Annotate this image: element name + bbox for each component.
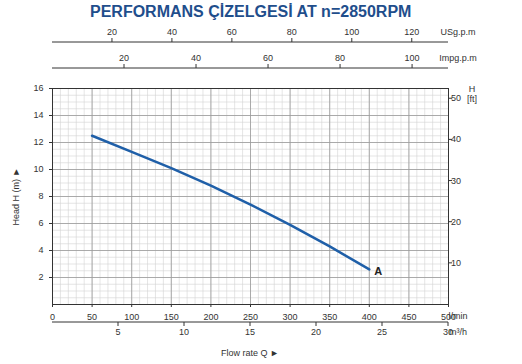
svg-text:80: 80 [335,53,345,63]
svg-text:50: 50 [451,93,461,103]
svg-text:10: 10 [451,258,461,268]
svg-text:40: 40 [167,27,177,37]
svg-text:80: 80 [287,27,297,37]
svg-text:Head H (m) ►: Head H (m) ► [11,168,21,226]
svg-text:30: 30 [443,327,453,337]
svg-text:H[ft]: H[ft] [467,84,477,104]
svg-text:450: 450 [401,312,416,322]
svg-text:400: 400 [362,312,377,322]
svg-text:l/min: l/min [448,311,467,321]
svg-text:100: 100 [405,53,420,63]
svg-text:20: 20 [451,217,461,227]
svg-text:Flow rate Q ►: Flow rate Q ► [221,348,279,358]
svg-text:15: 15 [245,327,255,337]
svg-text:30: 30 [451,176,461,186]
svg-text:8: 8 [38,191,43,201]
svg-text:16: 16 [33,83,43,93]
svg-text:10: 10 [33,164,43,174]
svg-text:5: 5 [115,327,120,337]
svg-text:A: A [374,265,382,277]
svg-text:250: 250 [243,312,258,322]
svg-text:25: 25 [377,327,387,337]
svg-text:6: 6 [38,218,43,228]
svg-text:0: 0 [50,312,55,322]
svg-text:150: 150 [164,312,179,322]
svg-text:12: 12 [33,137,43,147]
svg-text:60: 60 [227,27,237,37]
html-text:PERFORMANS ÇİZELGESİ AT n=2850: PERFORMANS ÇİZELGESİ AT n=2850RPM [90,3,412,20]
svg-text:40: 40 [191,53,201,63]
svg-text:50: 50 [87,312,97,322]
svg-text:USg.p.m: USg.p.m [440,27,475,37]
svg-text:20: 20 [119,53,129,63]
svg-text:4: 4 [38,245,43,255]
svg-text:10: 10 [179,327,189,337]
svg-text:Impg.p.m: Impg.p.m [439,53,477,63]
svg-text:20: 20 [107,27,117,37]
svg-text:2: 2 [38,272,43,282]
svg-text:350: 350 [322,312,337,322]
svg-text:100: 100 [344,27,359,37]
svg-text:300: 300 [283,312,298,322]
svg-text:100: 100 [124,312,139,322]
svg-text:200: 200 [203,312,218,322]
svg-text:14: 14 [33,110,43,120]
svg-text:120: 120 [404,27,419,37]
svg-text:60: 60 [263,53,273,63]
svg-text:20: 20 [311,327,321,337]
svg-text:40: 40 [451,134,461,144]
svg-text:m³/h: m³/h [449,327,467,337]
